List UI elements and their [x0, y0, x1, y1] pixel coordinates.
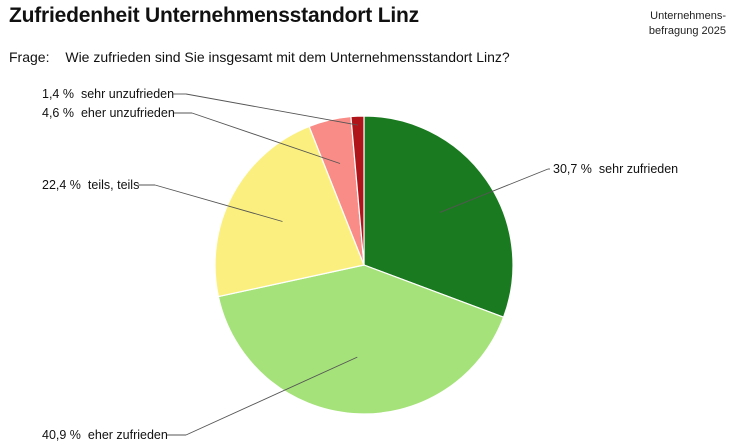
- survey-question: Frage: Wie zufrieden sind Sie insgesamt …: [9, 49, 510, 65]
- question-label: Frage:: [9, 49, 50, 65]
- slice-label-eher-zufrieden: 40,9 % eher zufrieden: [42, 428, 168, 442]
- leader-line-teils-teils: [154, 184, 283, 222]
- leader-line-sehr-zufrieden: [439, 168, 549, 213]
- slice-value-eher-zufrieden: 40,9 %: [42, 428, 81, 442]
- slice-category-sehr-zufrieden: sehr zufrieden: [599, 162, 678, 176]
- slice-value-sehr-unzufrieden: 1,4 %: [42, 87, 74, 101]
- source-line-1: Unternehmens-: [650, 10, 726, 22]
- slice-value-eher-unzufrieden: 4,6 %: [42, 106, 74, 120]
- leader-line-eher-unzufrieden: [191, 112, 341, 164]
- slice-value-teils-teils: 22,4 %: [42, 178, 81, 192]
- leader-lines: [138, 93, 550, 436]
- slice-category-teils-teils: teils, teils: [88, 178, 139, 192]
- pie-slice-sehr-zufrieden: [363, 115, 514, 319]
- leader-line-eher-zufrieden: [185, 356, 358, 436]
- chart-title: Zufriedenheit Unternehmensstandort Linz: [9, 4, 419, 27]
- pie-slices: [214, 115, 514, 415]
- slice-category-eher-unzufrieden: eher unzufrieden: [81, 106, 175, 120]
- leader-line-sehr-unzufrieden: [185, 93, 358, 126]
- slice-labels: 30,7 % sehr zufrieden 40,9 % eher zufrieden…: [42, 87, 678, 442]
- pie-slice-teils-teils: [214, 125, 365, 298]
- source-note: Unternehmens- befragung 2025: [649, 9, 726, 39]
- slice-label-sehr-zufrieden: 30,7 % sehr zufrieden: [553, 162, 678, 176]
- question-text: Wie zufrieden sind Sie insgesamt mit dem…: [65, 49, 510, 65]
- slice-label-eher-unzufrieden: 4,6 % eher unzufrieden: [42, 106, 175, 120]
- source-line-2: befragung 2025: [648, 25, 726, 37]
- slice-value-sehr-zufrieden: 30,7 %: [553, 162, 592, 176]
- slice-category-sehr-unzufrieden: sehr unzufrieden: [81, 87, 174, 101]
- slice-label-sehr-unzufrieden: 1,4 % sehr unzufrieden: [42, 87, 174, 101]
- pie-slice-sehr-unzufrieden: [350, 115, 365, 266]
- slice-category-eher-zufrieden: eher zufrieden: [88, 428, 168, 442]
- pie-slice-eher-zufrieden: [217, 264, 505, 415]
- slice-label-teils-teils: 22,4 % teils, teils: [42, 178, 139, 192]
